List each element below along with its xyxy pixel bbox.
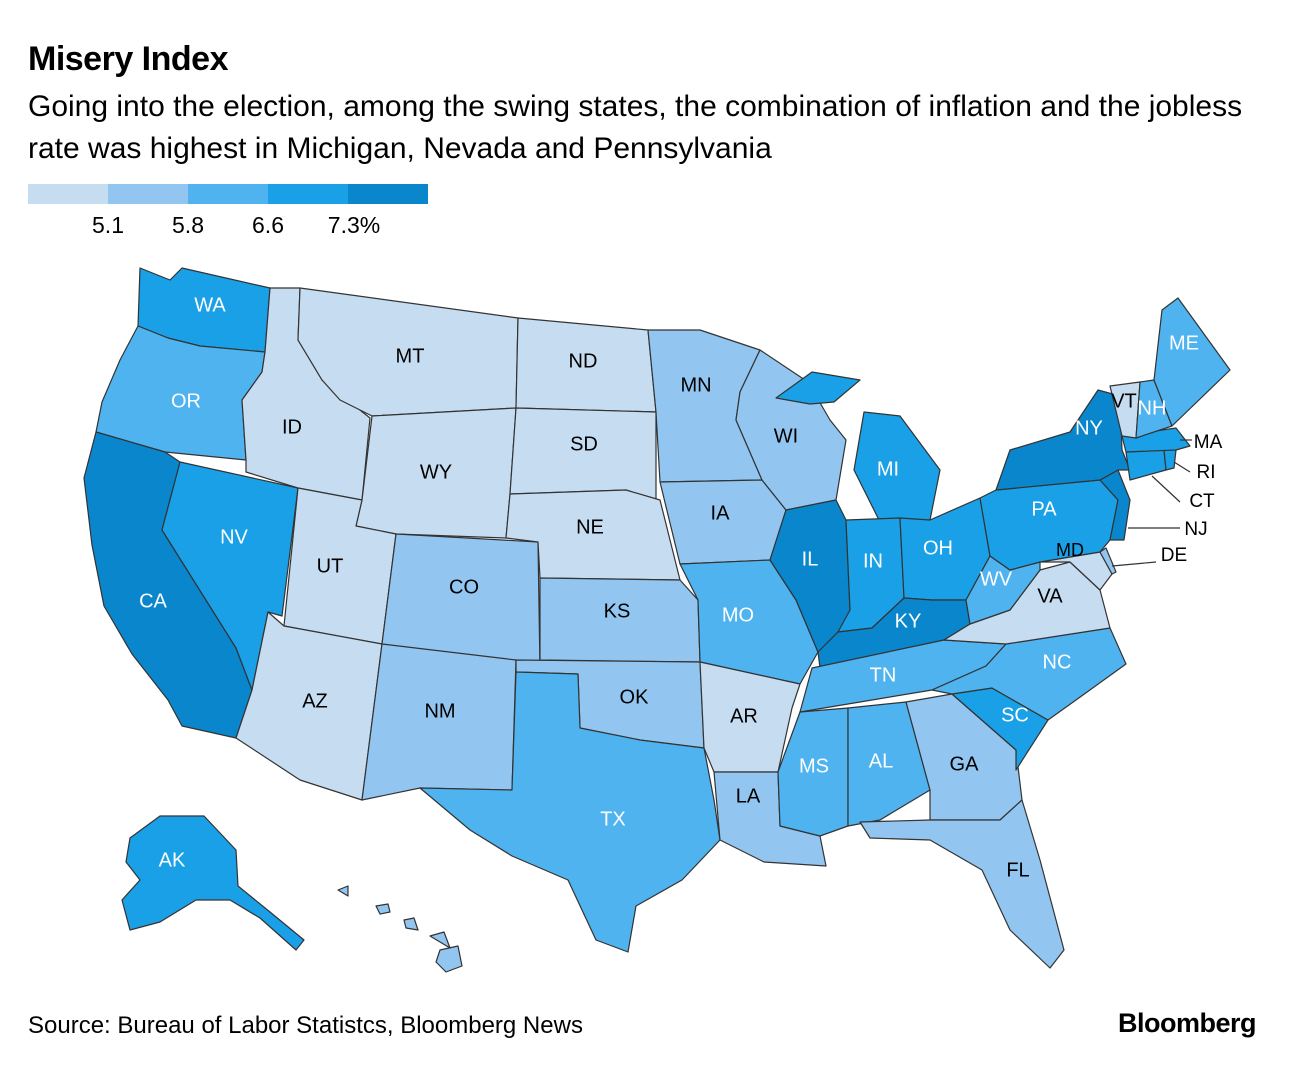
label-il: IL [802, 548, 819, 570]
leader-ri [1173, 461, 1191, 473]
state-fl [859, 799, 1065, 969]
label-nv: NV [220, 526, 248, 548]
label-me: ME [1169, 332, 1199, 354]
leader-ct [1151, 475, 1181, 503]
label-az: AZ [302, 690, 328, 712]
label-wi: WI [774, 425, 798, 447]
label-ms: MS [799, 755, 829, 777]
label-nj: NJ [1184, 519, 1207, 540]
legend-break-1: 5.1 [92, 212, 124, 238]
legend-bin-3 [188, 184, 268, 204]
label-ri: RI [1197, 462, 1216, 483]
label-sd: SD [570, 433, 598, 455]
state-me [1153, 297, 1231, 427]
label-ks: KS [604, 600, 631, 622]
us-choropleth-map: WA OR CA NV ID MT WY UT AZ CO NM ND SD N… [83, 267, 1231, 973]
label-al: AL [869, 750, 893, 772]
label-or: OR [171, 390, 201, 412]
state-ri [1163, 449, 1177, 471]
label-co: CO [449, 576, 479, 598]
label-nm: NM [424, 700, 455, 722]
label-mn: MN [680, 374, 711, 396]
label-ct: CT [1189, 491, 1215, 512]
label-ut: UT [317, 555, 344, 577]
legend-break-4: 7.3% [327, 212, 381, 238]
label-tx: TX [600, 808, 626, 830]
legend-bin-1 [28, 184, 108, 204]
legend-break-2: 5.8 [172, 212, 204, 238]
label-ny: NY [1075, 417, 1103, 439]
legend-break-3: 6.6 [252, 212, 284, 238]
bloomberg-logo: Bloomberg [1117, 1008, 1257, 1038]
state-ny [995, 389, 1131, 491]
label-la: LA [736, 785, 761, 807]
label-va: VA [1037, 585, 1063, 607]
chart-title: Misery Index [28, 40, 228, 78]
label-ia: IA [711, 502, 731, 524]
state-al [847, 701, 931, 827]
leader-de [1111, 561, 1157, 567]
label-ne: NE [576, 516, 604, 538]
label-ma: MA [1194, 432, 1223, 453]
label-de: DE [1161, 545, 1187, 566]
label-ca: CA [139, 590, 167, 612]
color-legend: 5.1 5.8 6.6 7.3% [28, 184, 428, 244]
state-ak [121, 815, 305, 951]
label-fl: FL [1006, 859, 1029, 881]
label-mt: MT [396, 345, 425, 367]
legend-bin-5 [348, 184, 428, 204]
label-md: MD [1056, 540, 1084, 560]
label-nc: NC [1043, 651, 1072, 673]
state-ct [1125, 449, 1167, 481]
label-wa: WA [194, 294, 226, 316]
state-tx [419, 671, 721, 953]
label-ar: AR [730, 705, 758, 727]
label-ak: AK [159, 849, 186, 871]
label-nd: ND [569, 350, 598, 372]
label-pa: PA [1031, 498, 1057, 520]
state-nc [931, 627, 1127, 721]
legend-bin-4 [268, 184, 348, 204]
label-ga: GA [950, 753, 980, 775]
label-tn: TN [870, 664, 897, 686]
label-wy: WY [420, 461, 452, 483]
label-nh: NH [1138, 397, 1167, 419]
state-de [1099, 547, 1117, 575]
chart-subtitle: Going into the election, among the swing… [28, 90, 1243, 165]
label-in: IN [863, 550, 883, 572]
label-vt: VT [1111, 390, 1137, 412]
source-note: Source: Bureau of Labor Statistcs, Bloom… [28, 1012, 583, 1039]
label-ky: KY [895, 610, 922, 632]
label-mi: MI [877, 458, 899, 480]
state-hi [337, 885, 463, 973]
label-wv: WV [980, 568, 1013, 590]
label-oh: OH [923, 537, 953, 559]
label-sc: SC [1001, 704, 1029, 726]
label-ok: OK [620, 686, 650, 708]
label-mo: MO [722, 604, 754, 626]
legend-bin-2 [108, 184, 188, 204]
label-id: ID [282, 416, 302, 438]
